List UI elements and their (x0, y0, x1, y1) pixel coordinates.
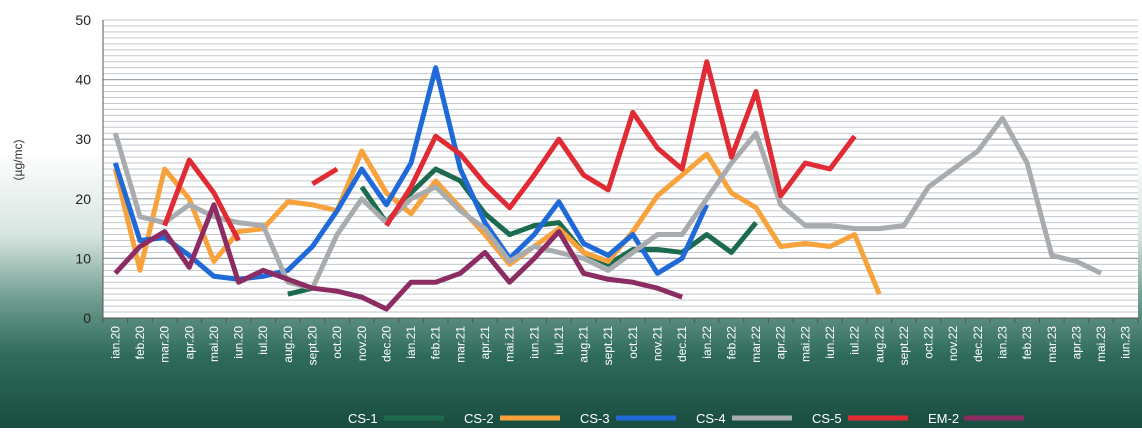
series-cs-3 (112, 65, 710, 282)
y-tick-label: 20 (75, 191, 91, 207)
y-tick-label: 50 (75, 12, 91, 28)
x-tick-label: aug.20 (281, 326, 295, 363)
x-tick-label: ian.21 (404, 326, 418, 359)
x-tick-label: feb.21 (429, 326, 443, 360)
x-tick-label: oct.21 (626, 326, 640, 359)
series-cs-4 (112, 115, 1103, 291)
x-tick-label: apr.22 (774, 326, 788, 360)
x-tick-label: ian.23 (995, 326, 1009, 359)
series-line-segment (112, 148, 882, 296)
x-tick-label: feb.22 (724, 326, 738, 360)
x-tick-label: mar.20 (158, 326, 172, 363)
legend-label: EM-2 (928, 411, 959, 426)
x-tick-label: apr.23 (1069, 326, 1083, 360)
x-tick-labels: ian.20 feb.20 mar.20 apr.20 mai.20 iun.20 iul.… (108, 326, 1132, 366)
axes (102, 20, 1139, 323)
y-tick-label: 0 (83, 310, 91, 326)
x-tick-label: iun.21 (527, 326, 541, 359)
x-tick-label: nov.20 (355, 326, 369, 361)
x-tick-label: dec.22 (971, 326, 985, 362)
x-tick-label: sept.20 (305, 326, 319, 366)
x-tick-label: sept.21 (601, 326, 615, 366)
series-line-segment (162, 157, 241, 242)
x-tick-label: iul.21 (552, 326, 566, 355)
x-tick-label: feb.20 (133, 326, 147, 360)
x-tick-label: oct.22 (922, 326, 936, 359)
x-tick-label: mar.22 (749, 326, 763, 363)
legend: CS-1 CS-2 CS-3 CS-4 CS-5 EM-2 (348, 411, 1024, 426)
y-tick-label: 30 (75, 131, 91, 147)
x-tick-label: apr.20 (182, 326, 196, 360)
x-tick-label: dec.21 (675, 326, 689, 362)
x-tick-label: apr.21 (478, 326, 492, 360)
series-cs-2 (112, 148, 882, 296)
x-tick-label: feb.23 (1020, 326, 1034, 360)
y-tick-label: 40 (75, 72, 91, 88)
x-tick-label: mai.22 (798, 326, 812, 362)
x-tick-label: iun.20 (232, 326, 246, 359)
x-tick-label: mar.21 (453, 326, 467, 363)
series-lines (112, 59, 1103, 312)
y-axis-label: (µg/mc) (11, 140, 25, 181)
x-tick-label: dec.20 (379, 326, 393, 362)
legend-label: CS-1 (348, 411, 378, 426)
series-cs-5 (162, 59, 857, 242)
y-tick-label: 10 (75, 250, 91, 266)
x-tick-label: ian.22 (700, 326, 714, 359)
series-line-segment (112, 115, 1103, 291)
legend-label: CS-2 (464, 411, 494, 426)
x-tick-label: mar.23 (1045, 326, 1059, 363)
x-tick-label: iul.22 (848, 326, 862, 355)
x-tick-label: iun.22 (823, 326, 837, 359)
legend-label: CS-5 (812, 411, 842, 426)
x-tick-label: nov.22 (946, 326, 960, 361)
series-line-segment (384, 59, 857, 227)
x-tick-label: ian.20 (108, 326, 122, 359)
x-tick-label: mai.21 (503, 326, 517, 362)
x-tick-label: mai.23 (1094, 326, 1108, 362)
x-tick-label: iul.20 (256, 326, 270, 355)
x-tick-label: iun.23 (1119, 326, 1133, 359)
x-tick-label: sept.22 (897, 326, 911, 366)
series-em-2 (113, 202, 683, 312)
legend-label: CS-4 (696, 411, 726, 426)
x-tick-label: oct.20 (330, 326, 344, 359)
series-line-segment (113, 202, 683, 312)
y-tick-labels: 0 10 20 30 40 50 (75, 12, 91, 326)
x-tick-label: nov.21 (650, 326, 664, 361)
series-line-segment (112, 65, 710, 282)
series-line-segment (311, 166, 339, 187)
x-tick-label: aug.22 (872, 326, 886, 363)
legend-label: CS-3 (580, 411, 610, 426)
x-tick-label: mai.20 (207, 326, 221, 362)
x-tick-label: aug.21 (577, 326, 591, 363)
